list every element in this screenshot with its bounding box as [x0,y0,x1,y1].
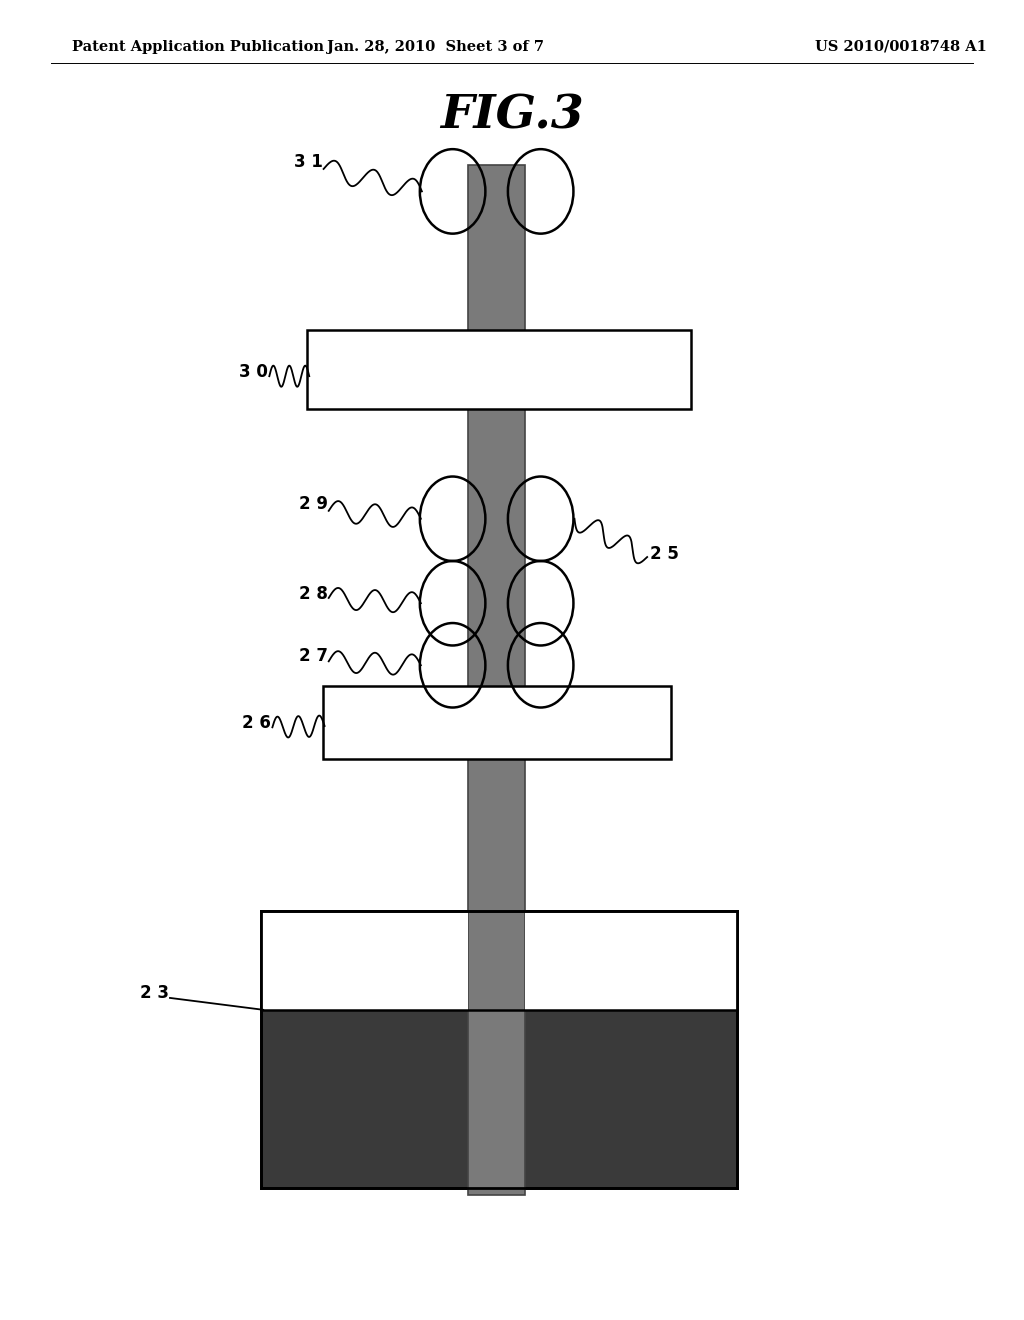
Text: 3 0: 3 0 [240,363,268,381]
Bar [261,911,468,1010]
Text: 2 8: 2 8 [299,585,328,603]
Text: 2 7: 2 7 [299,647,328,665]
Text: FIG.3: FIG.3 [440,92,584,139]
Text: 3 1: 3 1 [294,153,323,172]
Bar [323,686,671,759]
Text: Patent Application Publication: Patent Application Publication [72,40,324,54]
Bar [468,165,524,1195]
Text: US 2010/0018748 A1: US 2010/0018748 A1 [815,40,987,54]
Text: 2 9: 2 9 [299,495,328,513]
Bar [307,330,691,409]
Bar [261,911,737,1188]
Text: 2 3: 2 3 [140,983,169,1002]
Text: Jan. 28, 2010  Sheet 3 of 7: Jan. 28, 2010 Sheet 3 of 7 [327,40,544,54]
Bar [524,911,737,1010]
Text: 2 5: 2 5 [650,545,679,564]
Text: 2 6: 2 6 [243,714,271,733]
